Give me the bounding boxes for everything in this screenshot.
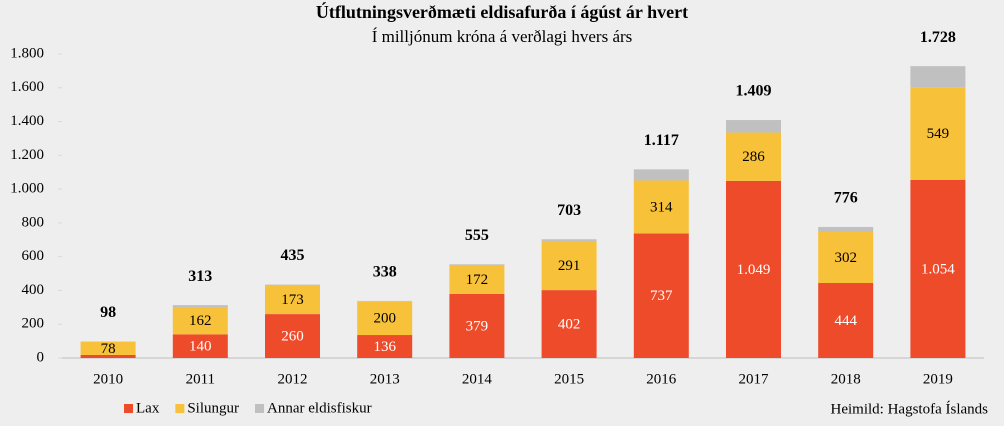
data-label: 173	[281, 292, 304, 308]
data-label: 286	[742, 149, 765, 165]
bar-segment	[633, 180, 689, 234]
total-label: 313	[188, 268, 212, 285]
data-label: 136	[373, 339, 396, 355]
bar-segment	[633, 233, 689, 358]
data-label: 549	[927, 126, 950, 142]
data-label: 200	[373, 311, 396, 327]
bar-segment	[357, 301, 413, 336]
data-label: 291	[558, 258, 581, 274]
bar-segment	[818, 283, 874, 358]
total-label: 435	[281, 247, 305, 264]
bar-segment	[726, 132, 781, 181]
legend-label: Silungur	[187, 400, 239, 416]
legend-label: Lax	[136, 400, 160, 416]
bar-segment	[357, 335, 413, 358]
bar-segment	[449, 264, 505, 265]
total-label: 1.409	[736, 83, 772, 100]
data-label: 162	[189, 313, 212, 329]
bar-segment	[910, 66, 966, 88]
data-label: 302	[834, 250, 857, 266]
data-label: 140	[189, 339, 212, 355]
bar-segment	[265, 284, 320, 315]
total-label: 555	[465, 227, 489, 244]
total-label: 338	[373, 264, 397, 281]
bar-segment	[172, 306, 228, 335]
x-tick-label: 2015	[554, 371, 584, 387]
y-tick-label: 1.000	[10, 181, 44, 197]
bar-segment	[726, 180, 781, 358]
bar-segment	[80, 341, 136, 355]
total-label: 98	[100, 304, 116, 321]
bar-segment	[726, 120, 781, 133]
x-tick-label: 2016	[646, 371, 677, 387]
x-tick-label: 2013	[370, 371, 400, 387]
y-tick-label: 800	[22, 214, 45, 230]
bar-segment	[910, 179, 966, 358]
data-label: 444	[834, 313, 857, 329]
bar-segment	[449, 264, 505, 294]
x-tick-label: 2017	[739, 371, 770, 387]
bar-segment	[818, 232, 874, 284]
bar-segment	[265, 314, 320, 358]
y-tick-label: 0	[37, 349, 45, 365]
total-label: 776	[834, 190, 858, 207]
y-tick-label: 1.400	[10, 113, 44, 129]
data-label: 737	[650, 288, 673, 304]
y-tick-label: 400	[22, 282, 45, 298]
bar-segment	[172, 334, 228, 358]
legend-label: Annar eldisfiskur	[267, 400, 372, 416]
data-label: 260	[281, 328, 304, 344]
data-label: 402	[558, 316, 581, 332]
data-label: 1.054	[921, 261, 955, 277]
x-tick-label: 2010	[93, 371, 123, 387]
y-tick-label: 1.200	[10, 147, 44, 163]
bar-segment	[80, 354, 136, 358]
x-tick-label: 2011	[186, 371, 215, 387]
legend-swatch	[124, 404, 133, 413]
y-tick-label: 1.600	[10, 79, 44, 95]
data-label: 172	[466, 272, 489, 288]
data-label: 379	[466, 318, 489, 334]
bar-segment	[910, 87, 966, 180]
total-label: 1.117	[644, 132, 679, 149]
x-tick-label: 2019	[923, 371, 953, 387]
bar-segment	[541, 239, 597, 241]
chart-title: Útflutningsverðmæti eldisafurða í ágúst …	[316, 1, 688, 22]
data-label: 78	[101, 341, 116, 357]
bar-segment	[449, 293, 505, 358]
bar-segment	[633, 169, 689, 181]
x-tick-label: 2014	[462, 371, 493, 387]
y-tick-label: 200	[22, 316, 45, 332]
bar-segment	[818, 226, 874, 233]
data-label: 314	[650, 199, 673, 215]
bar-segment	[541, 240, 597, 291]
x-tick-label: 2012	[278, 371, 308, 387]
legend-swatch	[255, 404, 265, 413]
bar-segment	[172, 305, 228, 307]
bar-segment	[541, 290, 597, 358]
total-label: 703	[557, 202, 581, 219]
chart-subtitle: Í milljónum króna á verðlagi hvers árs	[372, 27, 633, 46]
x-tick-label: 2018	[831, 371, 861, 387]
data-label: 1.049	[737, 262, 771, 278]
total-label: 1.728	[920, 29, 956, 46]
y-tick-label: 1.800	[10, 45, 44, 61]
y-tick-label: 600	[22, 248, 45, 264]
legend-swatch	[175, 404, 185, 413]
source: Heimild: Hagstofa Íslands	[831, 400, 989, 417]
